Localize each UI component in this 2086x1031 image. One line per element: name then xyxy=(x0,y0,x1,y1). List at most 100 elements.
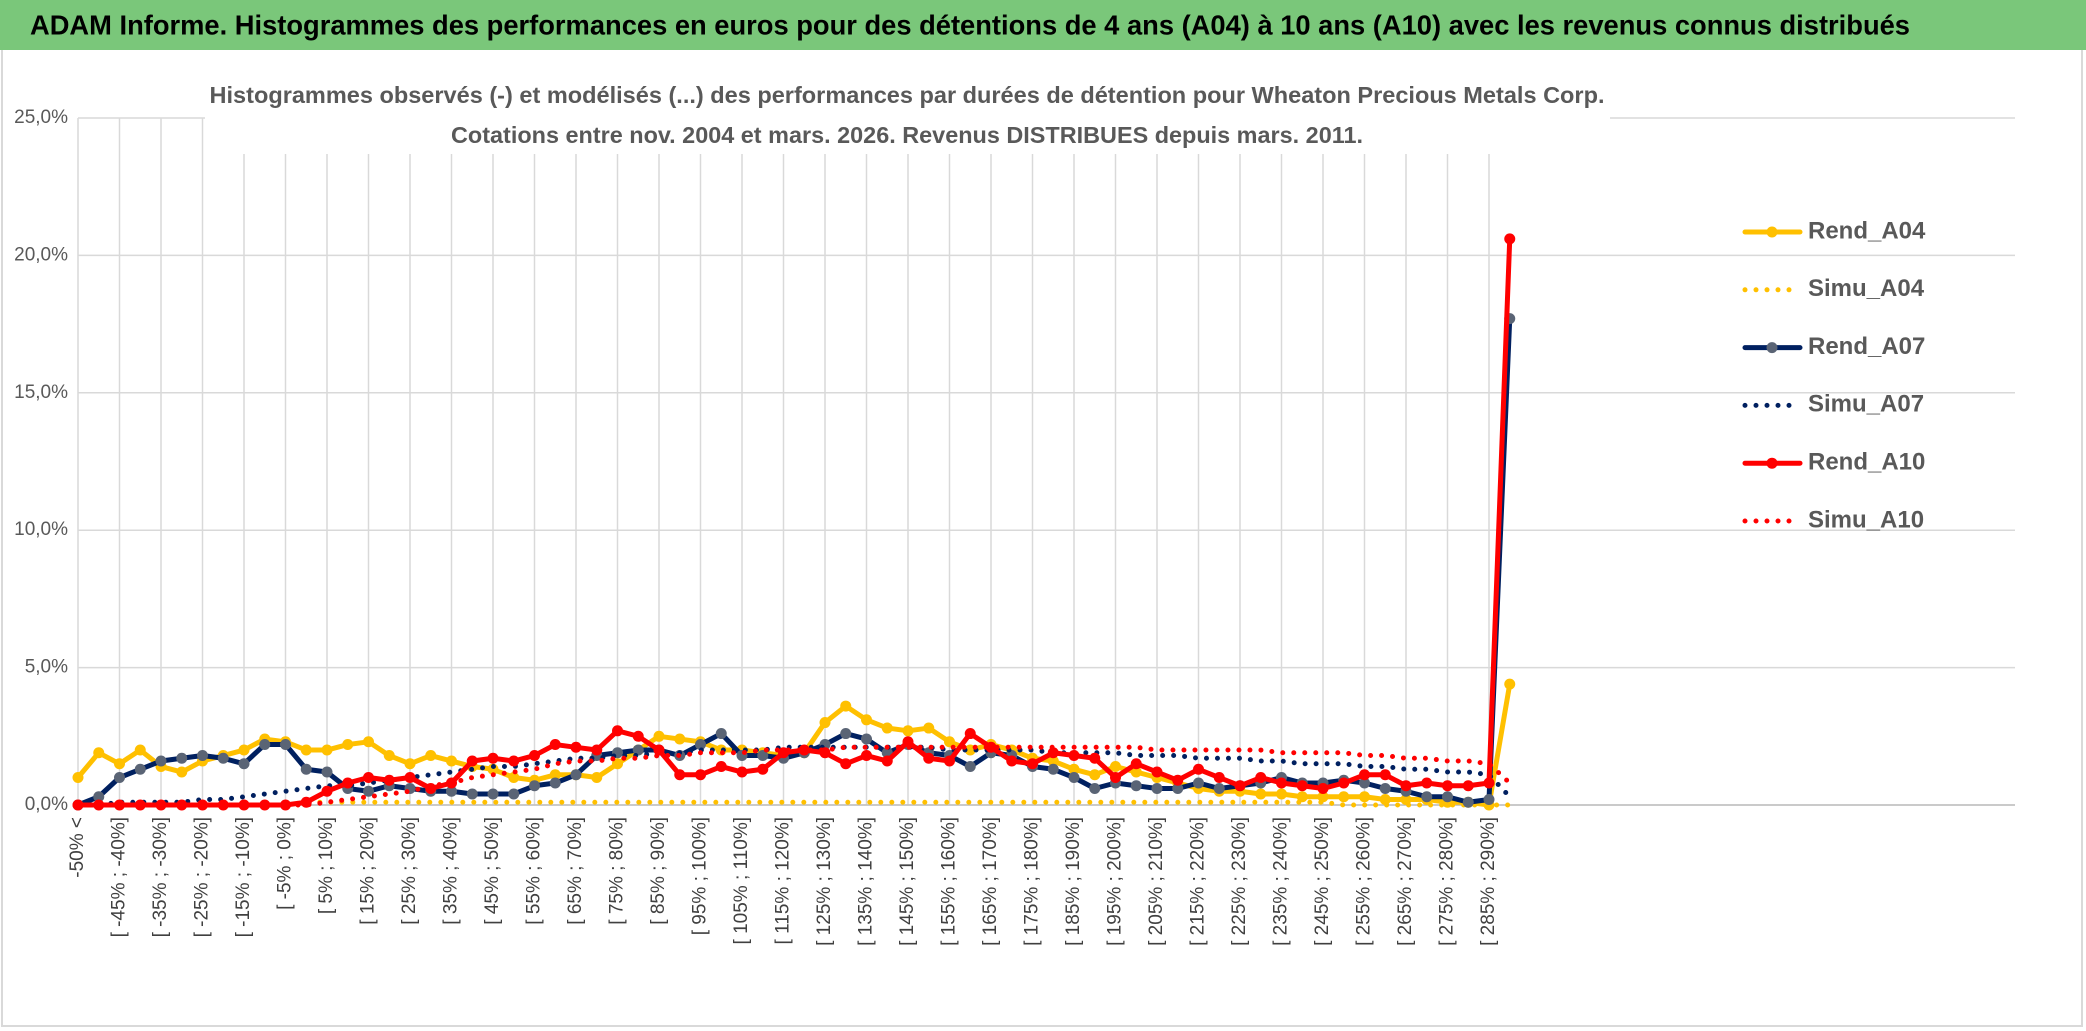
point xyxy=(1047,747,1059,759)
point xyxy=(923,722,935,734)
x-tick-label: [ 235% ; 240%] xyxy=(1271,817,1292,946)
point xyxy=(1379,769,1391,781)
x-tick-label: [ 85% ; 90%] xyxy=(648,817,669,925)
point xyxy=(197,750,208,762)
point xyxy=(923,752,935,764)
point xyxy=(798,744,810,756)
point xyxy=(1359,777,1370,789)
x-tick-label: [ 155% ; 160%] xyxy=(939,817,960,946)
x-tick-label: [ 245% ; 250%] xyxy=(1312,817,1333,946)
point xyxy=(964,761,976,773)
point xyxy=(591,772,603,784)
point xyxy=(1442,780,1453,792)
x-tick-label: [ 165% ; 170%] xyxy=(980,817,1001,946)
point xyxy=(1089,769,1101,781)
point xyxy=(1234,780,1246,792)
point xyxy=(259,739,271,751)
x-tick-label: [ 215% ; 220%] xyxy=(1188,817,1209,946)
point xyxy=(383,750,395,762)
x-tick-label: [ 75% ; 80%] xyxy=(607,817,628,925)
point xyxy=(134,799,146,811)
point xyxy=(300,744,312,756)
point xyxy=(176,766,188,778)
point xyxy=(1172,774,1184,786)
point xyxy=(695,739,706,751)
point xyxy=(342,739,354,751)
point xyxy=(1483,777,1495,789)
point xyxy=(591,744,603,756)
point xyxy=(1130,758,1142,770)
point xyxy=(197,799,208,811)
x-tick-label: [ 195% ; 200%] xyxy=(1105,817,1126,946)
point xyxy=(404,772,416,784)
point xyxy=(881,755,893,767)
legend-label: Rend_A07 xyxy=(1808,333,1925,360)
point xyxy=(508,772,520,784)
legend-label: Rend_A10 xyxy=(1808,449,1925,476)
point xyxy=(321,785,333,797)
point xyxy=(363,785,374,797)
point xyxy=(1151,783,1163,795)
point xyxy=(466,788,478,800)
point xyxy=(1193,763,1204,775)
point xyxy=(1068,750,1080,762)
point xyxy=(155,799,167,811)
y-tick-label: 0,0% xyxy=(25,794,68,815)
point xyxy=(902,736,914,748)
x-tick-label: [ 5% ; 10%] xyxy=(316,817,337,914)
point xyxy=(1462,796,1474,808)
point xyxy=(1172,783,1184,795)
point xyxy=(1338,791,1350,803)
point xyxy=(1089,752,1101,764)
point xyxy=(840,728,852,740)
x-tick-label: [ 255% ; 260%] xyxy=(1354,817,1375,946)
point xyxy=(1421,791,1433,803)
y-tick-label: 5,0% xyxy=(25,657,68,678)
point xyxy=(1276,777,1287,789)
legend-marker xyxy=(1766,342,1778,354)
point xyxy=(674,769,686,781)
legend-label: Simu_A04 xyxy=(1808,275,1925,302)
point xyxy=(114,758,125,770)
point xyxy=(715,728,727,740)
point xyxy=(549,739,561,751)
point xyxy=(1359,769,1370,781)
legend-label: Rend_A04 xyxy=(1808,217,1926,244)
x-tick-label: [ 65% ; 70%] xyxy=(565,817,586,925)
x-tick-label: [ 125% ; 130%] xyxy=(814,817,835,946)
subtitle-bg xyxy=(205,78,1610,154)
point xyxy=(612,725,623,737)
point xyxy=(1110,761,1121,773)
x-tick-label: [ -25% ; -20%] xyxy=(192,817,213,937)
point xyxy=(861,750,872,762)
x-tick-label: [ 15% ; 20%] xyxy=(358,817,379,925)
point xyxy=(93,791,105,803)
point xyxy=(1359,791,1370,803)
x-tick-label: -50% < xyxy=(67,817,88,878)
point xyxy=(653,744,665,756)
header-bar xyxy=(0,0,2086,50)
point xyxy=(155,755,167,767)
point xyxy=(114,772,125,784)
point xyxy=(1400,794,1412,806)
x-tick-label: [ 145% ; 150%] xyxy=(897,817,918,946)
x-tick-label: [ 275% ; 280%] xyxy=(1437,817,1458,946)
x-tick-label: [ 205% ; 210%] xyxy=(1146,817,1167,946)
point xyxy=(404,758,416,770)
legend-marker xyxy=(1766,457,1778,469)
y-tick-label: 10,0% xyxy=(14,519,68,540)
point xyxy=(134,744,146,756)
point xyxy=(861,733,872,745)
point xyxy=(964,728,976,740)
point xyxy=(383,774,395,786)
point xyxy=(632,744,644,756)
y-tick-label: 15,0% xyxy=(14,382,68,403)
point xyxy=(1006,755,1018,767)
point xyxy=(549,777,561,789)
point xyxy=(321,766,333,778)
point xyxy=(570,741,582,753)
model-line xyxy=(75,744,1513,808)
point xyxy=(446,785,457,797)
point xyxy=(1068,772,1080,784)
point xyxy=(1421,777,1433,789)
